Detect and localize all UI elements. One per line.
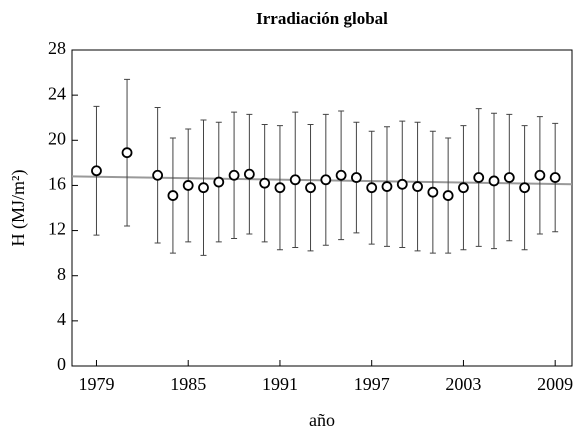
data-point — [396, 178, 408, 190]
y-tick-label: 28 — [48, 38, 66, 58]
y-tick-label: 24 — [48, 83, 66, 103]
data-point — [488, 175, 500, 187]
data-point — [228, 169, 240, 181]
data-point — [152, 169, 164, 181]
data-point — [274, 182, 286, 194]
data-point — [243, 168, 255, 180]
data-point — [182, 180, 194, 191]
data-point — [167, 190, 179, 201]
data-point — [335, 169, 347, 181]
y-tick-label: 20 — [48, 128, 66, 148]
data-point — [259, 177, 271, 189]
data-point — [458, 182, 469, 194]
y-tick-label: 4 — [57, 309, 66, 329]
x-tick-label: 2009 — [537, 374, 573, 394]
data-point — [442, 190, 454, 201]
data-point — [519, 182, 530, 194]
data-point — [351, 172, 362, 183]
data-point — [549, 172, 561, 183]
chart-title: Irradiación global — [256, 9, 388, 28]
data-point — [534, 169, 546, 181]
y-tick-label: 8 — [57, 264, 66, 284]
x-axis-label: año — [309, 410, 335, 430]
data-point — [320, 174, 332, 186]
data-point — [289, 174, 301, 186]
data-point — [366, 182, 378, 194]
data-point — [91, 165, 102, 177]
data-point — [198, 182, 209, 194]
data-point — [412, 181, 423, 192]
data-point — [503, 172, 515, 183]
data-point — [473, 172, 485, 183]
x-tick-label: 1985 — [170, 374, 206, 394]
data-point — [381, 181, 393, 192]
x-tick-label: 1991 — [262, 374, 298, 394]
data-point — [305, 182, 316, 194]
y-axis-label: H (MJ/m²) — [8, 170, 29, 247]
y-tick-label: 0 — [57, 354, 66, 374]
data-point — [121, 147, 133, 159]
data-point — [213, 176, 225, 188]
y-tick-label: 12 — [48, 219, 66, 239]
y-tick-label: 16 — [48, 174, 66, 194]
data-point — [427, 186, 439, 198]
plot-frame — [71, 49, 573, 367]
x-tick-label: 1979 — [78, 374, 114, 394]
x-tick-label: 2003 — [445, 374, 481, 394]
x-tick-label: 1997 — [354, 374, 390, 394]
